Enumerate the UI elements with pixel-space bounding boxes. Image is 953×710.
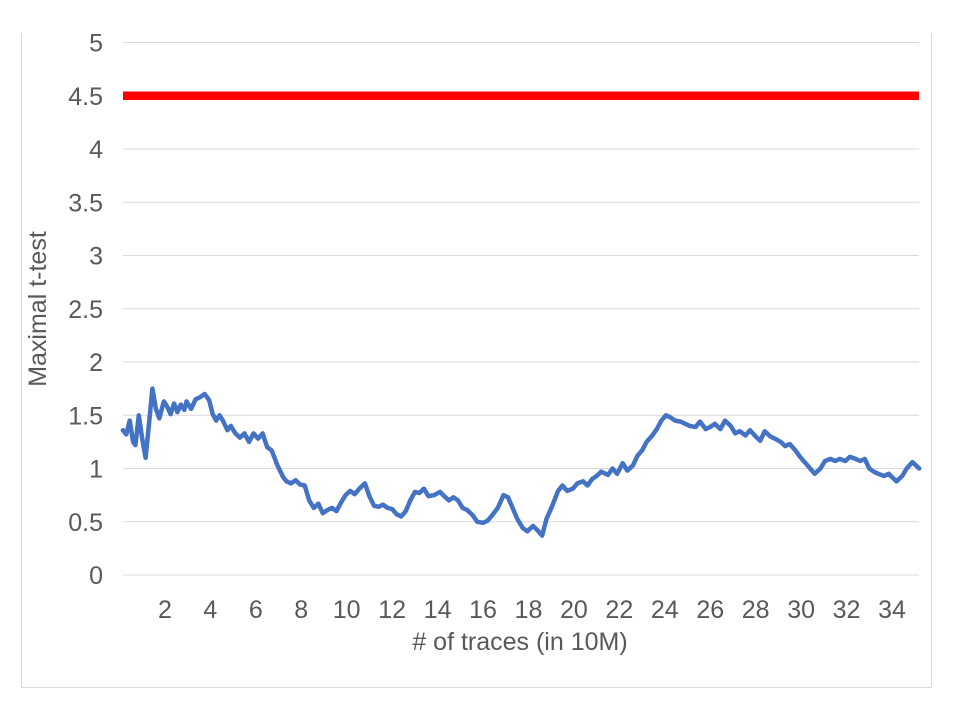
y-axis-tick-labels: 0 0.5 1 1.5 2 2.5 3 3.5 4 4.5 5	[68, 30, 103, 591]
x-tick-label: 14	[424, 596, 452, 624]
x-tick-label: 16	[469, 596, 497, 624]
y-tick-label: 0.5	[68, 509, 103, 537]
x-tick-label: 18	[515, 596, 543, 624]
x-tick-label: 22	[605, 596, 633, 624]
y-tick-label: 1	[89, 456, 103, 484]
y-tick-label: 3	[89, 243, 103, 271]
x-tick-label: 26	[696, 596, 724, 624]
y-tick-label: 4.5	[68, 83, 103, 111]
x-tick-label: 2	[158, 596, 172, 624]
y-tick-label: 3.5	[68, 189, 103, 217]
series-group	[120, 91, 922, 538]
y-tick-label: 2.5	[68, 296, 103, 324]
gridlines-group	[123, 42, 919, 576]
x-tick-label: 30	[787, 596, 815, 624]
x-tick-label: 28	[742, 596, 770, 624]
x-tick-label: 20	[560, 596, 588, 624]
y-tick-label: 2	[89, 349, 103, 377]
y-tick-label: 5	[89, 30, 103, 58]
x-tick-label: 6	[249, 596, 263, 624]
x-tick-label: 34	[878, 596, 906, 624]
x-tick-label: 24	[651, 596, 679, 624]
x-tick-label: 10	[333, 596, 361, 624]
x-axis-tick-labels: 2 4 6 8 10 12 14 16 18 20 22 24 26 28 30 32 34	[158, 596, 906, 624]
y-tick-label: 0	[89, 562, 103, 590]
x-tick-label: 12	[378, 596, 406, 624]
x-axis-title: # of traces (in 10M)	[412, 628, 627, 656]
chart-frame	[21, 33, 932, 688]
y-tick-label: 4	[89, 136, 103, 164]
x-tick-label: 32	[833, 596, 861, 624]
x-tick-label: 8	[294, 596, 308, 624]
y-axis-title: Maximal t-test	[24, 231, 52, 387]
y-tick-label: 1.5	[68, 402, 103, 430]
x-tick-label: 4	[203, 596, 217, 624]
t-test-line	[120, 386, 922, 538]
